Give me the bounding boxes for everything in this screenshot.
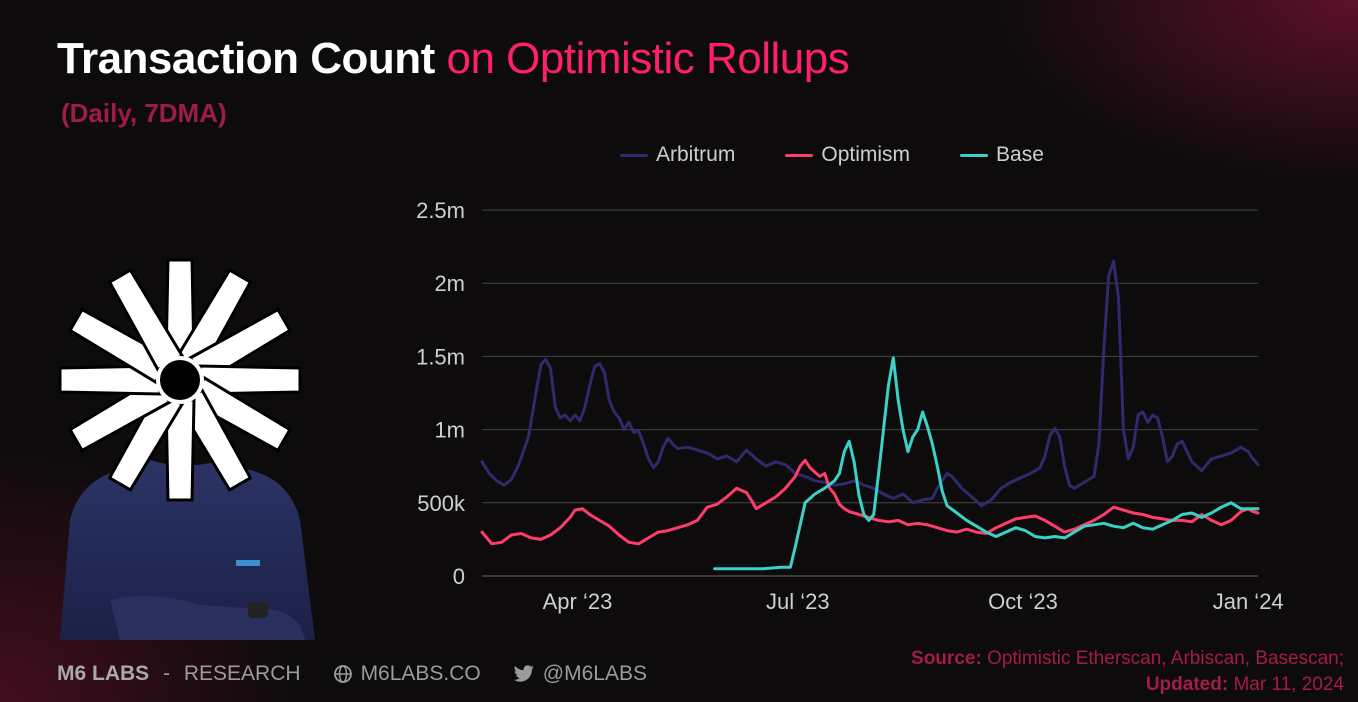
legend-swatch-arbitrum [620, 153, 648, 157]
x-tick-label: Apr ‘23 [543, 589, 613, 614]
x-axis: Apr ‘23 Jul ‘23 Oct ‘23 Jan ‘24 [543, 589, 1284, 614]
brand-dash: - [157, 662, 176, 685]
footer-website[interactable]: M6LABS.CO [333, 662, 481, 686]
website-link[interactable]: M6LABS.CO [360, 662, 481, 685]
brand-name: M6 LABS [57, 662, 150, 685]
updated-date: Mar 11, 2024 [1233, 674, 1344, 695]
footer-brand: M6 LABS - RESEARCH [57, 662, 301, 686]
legend-label-optimism: Optimism [821, 143, 911, 166]
twitter-icon [513, 665, 534, 682]
y-tick-label: 500k [417, 491, 466, 516]
legend-item-base[interactable]: Base [960, 143, 1044, 167]
legend-swatch-base [960, 153, 989, 157]
source-text: Optimistic Etherscan, Arbiscan, Basescan… [987, 648, 1344, 669]
star-logo-icon [58, 258, 302, 502]
y-tick-label: 2.5m [416, 198, 465, 223]
title-accent: on Optimistic Rollups [446, 34, 850, 83]
twitter-handle[interactable]: @M6LABS [542, 662, 647, 685]
avatar-watch [248, 602, 268, 618]
footer-twitter[interactable]: @M6LABS [513, 662, 647, 686]
series-line-arbitrum [480, 259, 1260, 508]
series-line-optimism [480, 458, 1260, 546]
y-tick-label: 1.5m [416, 344, 465, 369]
y-tick-label: 0 [453, 564, 465, 589]
y-tick-label: 2m [434, 271, 465, 296]
avatar-shirt [60, 460, 315, 640]
x-tick-label: Jul ‘23 [766, 589, 830, 614]
chart-subtitle: (Daily, 7DMA) [61, 98, 227, 128]
source-label: Source: [911, 648, 982, 669]
avatar [58, 258, 315, 640]
series-layer [480, 259, 1260, 571]
legend-item-optimism[interactable]: Optimism [785, 143, 910, 167]
brand-research: RESEARCH [183, 662, 301, 685]
x-tick-label: Jan ‘24 [1213, 589, 1284, 614]
source-note: Source: Optimistic Etherscan, Arbiscan, … [911, 646, 1344, 698]
footer: M6 LABS - RESEARCH M6LABS.CO @M6LABS [57, 662, 647, 686]
legend-label-base: Base [996, 143, 1044, 166]
updated-line: Updated: Mar 11, 2024 [911, 672, 1344, 698]
source-line: Source: Optimistic Etherscan, Arbiscan, … [911, 646, 1344, 672]
legend-item-arbitrum[interactable]: Arbitrum [620, 143, 735, 167]
updated-label: Updated: [1145, 674, 1229, 695]
x-tick-label: Oct ‘23 [988, 589, 1058, 614]
globe-icon [333, 665, 352, 683]
legend-label-arbitrum: Arbitrum [656, 143, 736, 166]
y-axis: 0 500k 1m 1.5m 2m 2.5m [416, 198, 466, 589]
chart-legend: Arbitrum Optimism Base [620, 142, 1044, 168]
avatar-arm [110, 596, 305, 640]
avatar-pocket-tag [236, 560, 260, 566]
title-main: Transaction Count [57, 34, 435, 83]
legend-swatch-optimism [785, 153, 814, 157]
y-tick-label: 1m [434, 418, 465, 443]
grid-layer [482, 209, 1258, 577]
page-title: Transaction Count on Optimistic Rollups [57, 34, 850, 84]
series-line-base [713, 356, 1260, 571]
